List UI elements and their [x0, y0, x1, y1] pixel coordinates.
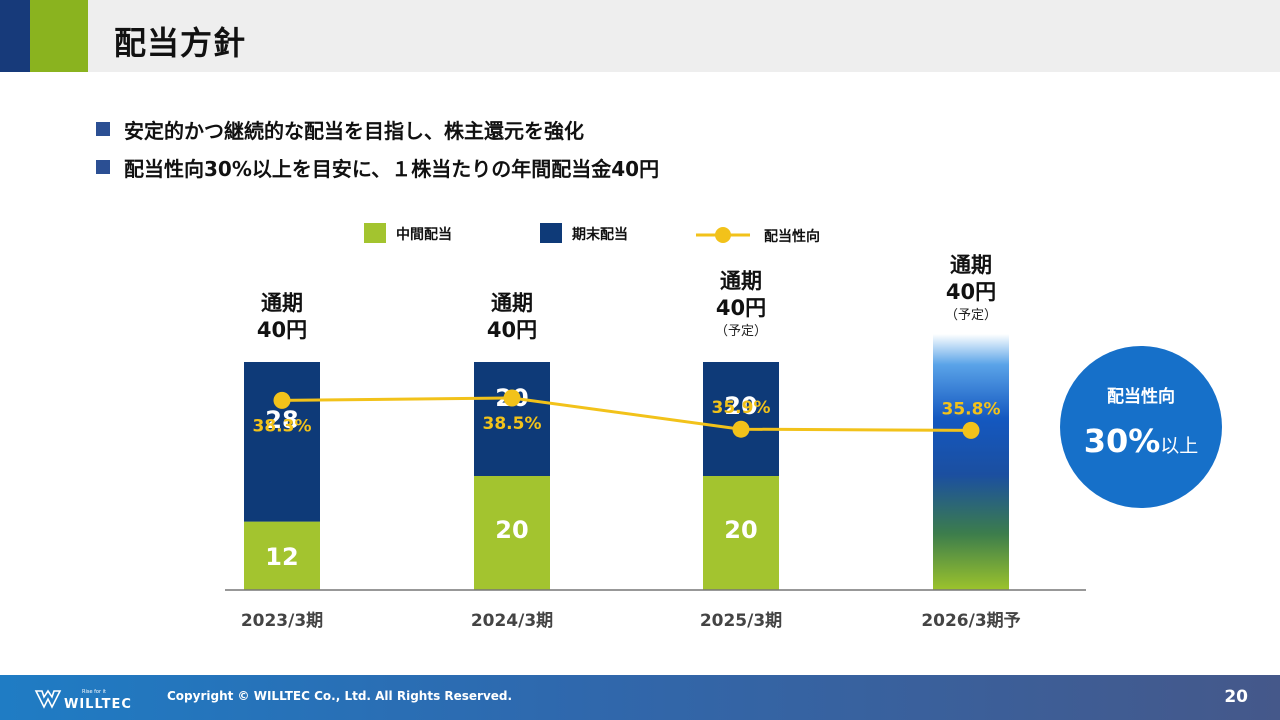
- bar-value-label: 20: [724, 392, 757, 420]
- x-tick-label: 2025/3期: [700, 611, 782, 631]
- bullet-list: 安定的かつ継続的な配当を目指し、株主還元を強化 配当性向30%以上を目安に、１株…: [96, 110, 659, 186]
- payout-ratio-point: [962, 421, 980, 439]
- total-label-note: （予定）: [945, 308, 997, 323]
- legend-label-0: 中間配当: [396, 226, 452, 243]
- legend-swatch-1: [540, 223, 562, 243]
- policy-badge-value-row: 30%以上: [1060, 422, 1222, 460]
- total-label-line1: 通期: [950, 253, 992, 277]
- square-bullet-icon: [96, 160, 110, 174]
- payout-ratio-label: 35.9%: [712, 398, 771, 418]
- bullet-text: 安定的かつ継続的な配当を目指し、株主還元を強化: [124, 118, 584, 143]
- header-accent-green: [30, 0, 88, 72]
- bullet-item: 配当性向30%以上を目安に、１株当たりの年間配当金40円: [96, 148, 659, 186]
- square-bullet-icon: [96, 122, 110, 136]
- bullet-text: 配当性向30%以上を目安に、１株当たりの年間配当金40円: [124, 156, 660, 181]
- bar-value-label: 20: [724, 516, 757, 544]
- legend-label-2: 配当性向: [764, 228, 820, 245]
- total-label-line2: 40円: [257, 318, 307, 342]
- legend-marker-2: [715, 227, 731, 243]
- bar-year-end: [703, 362, 779, 476]
- bar-forecast: [933, 334, 1009, 590]
- policy-badge: 配当性向 30%以上: [1060, 346, 1222, 508]
- total-label-line2: 40円: [716, 296, 766, 320]
- x-tick-label: 2024/3期: [471, 611, 553, 631]
- footer-bar: Rise for it WILLTEC Copyright © WILLTEC …: [0, 675, 1280, 720]
- bar-value-label: 28: [265, 406, 298, 434]
- logo-tagline: Rise for it: [82, 689, 106, 695]
- legend-label-1: 期末配当: [572, 226, 628, 243]
- policy-badge-suffix: 以上: [1160, 435, 1199, 457]
- bar-interim: [474, 476, 550, 590]
- legend-swatch-0: [364, 223, 386, 243]
- bar-interim: [244, 521, 320, 590]
- payout-ratio-label: 35.8%: [942, 399, 1001, 419]
- total-label-line1: 通期: [491, 291, 533, 315]
- total-label-line2: 40円: [487, 318, 537, 342]
- page-number: 20: [1224, 687, 1248, 707]
- payout-ratio-line: [281, 396, 972, 432]
- bar-interim: [703, 476, 779, 590]
- bar-year-end: [244, 362, 320, 522]
- willtec-logo: Rise for it WILLTEC: [34, 689, 132, 712]
- x-tick-label: 2023/3期: [241, 611, 323, 631]
- payout-ratio-label: 38.3%: [253, 416, 312, 436]
- bar-value-label: 12: [265, 543, 298, 571]
- bar-value-label: 20: [495, 516, 528, 544]
- total-label-line1: 通期: [720, 269, 762, 293]
- header-bar: 配当方針: [0, 0, 1280, 72]
- total-label-line2: 40円: [946, 280, 996, 304]
- x-tick-label: 2026/3期予: [921, 611, 1020, 631]
- bullet-item: 安定的かつ継続的な配当を目指し、株主還元を強化: [96, 110, 659, 148]
- policy-badge-title: 配当性向: [1107, 387, 1175, 407]
- total-label-note: （予定）: [715, 324, 767, 339]
- header-accent-blue: [0, 0, 30, 72]
- payout-ratio-point: [732, 420, 750, 438]
- dividend-chart: 中間配当期末配当配当性向1228通期40円2023/3期2020通期40円202…: [225, 223, 1086, 631]
- total-label-line1: 通期: [261, 291, 303, 315]
- payout-ratio-point: [273, 391, 291, 409]
- logo-text: WILLTEC: [64, 697, 132, 712]
- payout-ratio-label: 38.5%: [483, 414, 542, 434]
- bar-year-end: [474, 362, 550, 476]
- payout-ratio-point: [503, 389, 521, 407]
- policy-badge-value: 30%: [1083, 422, 1161, 460]
- copyright-text: Copyright © WILLTEC Co., Ltd. All Rights…: [167, 689, 513, 703]
- page-title: 配当方針: [114, 24, 247, 62]
